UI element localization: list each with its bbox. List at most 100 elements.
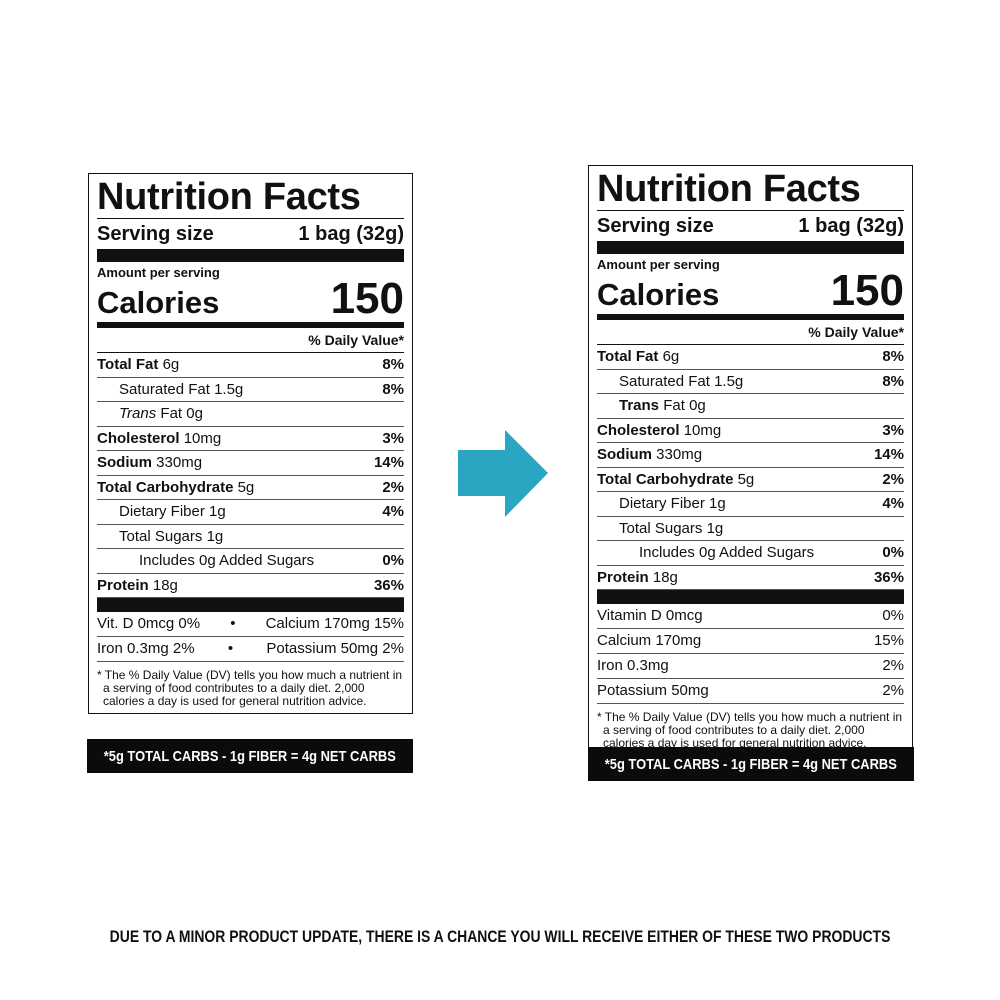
footnote: * The % Daily Value (DV) tells you how m… — [597, 710, 903, 750]
arrow-shape — [458, 430, 548, 517]
nutrient-amount: 0g — [689, 397, 706, 414]
nutrient-amount: 1g — [706, 519, 724, 537]
nutrient: Dietary Fiber 1g — [97, 500, 226, 524]
nutrient: Cholesterol 10mg — [97, 427, 221, 451]
calories-label: Calories — [597, 277, 720, 312]
nutrient-dv: 3% — [382, 429, 404, 447]
nutrient-row: Saturated Fat 1.5g 8% — [597, 370, 904, 394]
nutrient-dv: 2% — [882, 470, 904, 488]
nutrient: Includes 0g Added Sugars — [597, 541, 814, 565]
nutrient-dv: 36% — [373, 576, 404, 594]
nutrient-amount: 18g — [652, 568, 678, 586]
amount-per-serving: Amount per serving — [597, 257, 720, 272]
nutrient: Trans Fat 0g — [97, 402, 203, 426]
daily-value-header: % Daily Value* — [597, 320, 904, 345]
nutrient-name: Total Carbohydrate — [597, 470, 734, 488]
nutrient-amount: 330mg — [656, 446, 703, 463]
amount-per-serving: Amount per serving — [97, 265, 220, 280]
nutrient-dv: 0% — [382, 552, 404, 569]
nutrient: Saturated Fat 1.5g — [597, 370, 743, 394]
vitamin-name: Calcium 170mg — [597, 632, 702, 649]
nutrient-row: Total Fat 6g 8% — [97, 353, 404, 378]
nutrient-amount: 5g — [737, 470, 755, 488]
nutrient-name: Saturated Fat — [619, 372, 710, 390]
nutrient-row: Sodium 330mg 14% — [97, 451, 404, 476]
nutrient-row: Total Sugars 1g — [597, 517, 904, 541]
vitamin-row: Vit. D 0mcg 0% • Calcium 170mg 15% — [97, 612, 404, 637]
nutrient-name: Sodium — [597, 446, 652, 463]
arrow — [458, 430, 548, 517]
nutrient-name: Total Fat — [97, 356, 159, 373]
nutrient-amount: 10mg — [183, 429, 222, 447]
nutrient-name-prefix: Trans — [619, 397, 660, 414]
nutrient-amount: 6g — [162, 356, 180, 373]
vitamin: Iron 0.3mg 2% — [97, 640, 195, 657]
nutrient-name: Cholesterol — [97, 429, 180, 447]
nutrient: Cholesterol 10mg — [597, 419, 721, 443]
nutrient-dv: 8% — [382, 380, 404, 398]
vitamin-name: Iron 0.3mg — [597, 657, 669, 674]
nutrient-amount: 330mg — [156, 454, 203, 471]
vitamin-dv: 0% — [882, 607, 904, 624]
nutrient: Total Sugars 1g — [597, 517, 723, 541]
nutrient-row: Protein 18g 36% — [97, 574, 404, 598]
nutrient-row: Cholesterol 10mg 3% — [97, 427, 404, 451]
nutrient: Total Fat 6g — [597, 345, 679, 369]
net-carbs-banner: *5g TOTAL CARBS - 1g FIBER = 4g NET CARB… — [87, 739, 413, 773]
nutrient-amount: 1.5g — [714, 372, 744, 390]
calories-value: 150 — [830, 266, 904, 315]
vitamin-row: Iron 0.3mg 2% • Potassium 50mg 2% — [97, 637, 404, 662]
nutrient-row: Includes 0g Added Sugars 0% — [97, 549, 404, 574]
nutrient-name: Includes 0g Added Sugars — [639, 544, 815, 561]
calories-row: Calories 150 — [597, 266, 904, 315]
nutrient-row: Total Fat 6g 8% — [597, 345, 904, 370]
thick-rule — [597, 241, 904, 254]
nutrient: Sodium 330mg — [97, 451, 202, 475]
vitamin-dv: 15% — [873, 632, 904, 649]
nutrient-dv: 4% — [382, 503, 404, 520]
nutrient-dv: 8% — [882, 372, 904, 390]
nutrient-name: Protein — [97, 576, 149, 594]
vitamin: Calcium 170mg 15% — [265, 615, 404, 632]
nutrient: Includes 0g Added Sugars — [97, 549, 314, 573]
nutrient-name: Dietary Fiber — [619, 495, 705, 512]
vitamin-row: Calcium 170mg 15% — [597, 629, 904, 654]
nutrient-name: Total Fat — [597, 348, 659, 365]
nutrient-name: Fat — [663, 397, 685, 414]
calories-label: Calories — [97, 285, 220, 320]
nutrient-amount: 1.5g — [214, 380, 244, 398]
net-carbs-text: *5g TOTAL CARBS - 1g FIBER = 4g NET CARB… — [103, 747, 397, 765]
bullet: • — [227, 640, 234, 657]
nutrient-name: Total Sugars — [119, 527, 203, 545]
nutrient-dv: 0% — [882, 544, 904, 561]
nutrient-amount: 1g — [209, 503, 226, 520]
nutrient-amount: 1g — [709, 495, 726, 512]
nutrient: Total Fat 6g — [97, 353, 179, 377]
vitamin-row: Vitamin D 0mcg 0% — [597, 604, 904, 629]
nutrient-row: Total Carbohydrate 5g 2% — [97, 476, 404, 500]
thick-rule — [597, 590, 904, 604]
nutrient: Sodium 330mg — [597, 443, 702, 467]
vitamin-row: Potassium 50mg 2% — [597, 679, 904, 704]
footnote: * The % Daily Value (DV) tells you how m… — [97, 668, 403, 708]
vitamin-dv: 2% — [882, 657, 904, 674]
vitamin-name: Potassium 50mg — [597, 682, 709, 699]
bullet: • — [230, 615, 236, 632]
nutrient-dv: 36% — [873, 568, 904, 586]
nutrient-dv: 8% — [882, 348, 904, 365]
nutrient-dv: 3% — [882, 421, 904, 439]
nutrient-dv: 2% — [382, 478, 404, 496]
medium-rule — [597, 314, 904, 320]
nutrient-name: Dietary Fiber — [119, 503, 205, 520]
nutrient-amount: 6g — [662, 348, 680, 365]
nutrient: Total Carbohydrate 5g — [597, 468, 754, 492]
nutrient-amount: 5g — [237, 478, 255, 496]
nutrient-name: Total Carbohydrate — [97, 478, 234, 496]
vitamin: Potassium 50mg 2% — [266, 640, 404, 657]
nutrient-name-prefix: Trans — [119, 405, 157, 422]
daily-value-header: % Daily Value* — [97, 328, 404, 353]
nutrient: Total Carbohydrate 5g — [97, 476, 254, 500]
notice-text: DUE TO A MINOR PRODUCT UPDATE, THERE IS … — [109, 927, 891, 946]
vitamin-row: Iron 0.3mg 2% — [597, 654, 904, 679]
